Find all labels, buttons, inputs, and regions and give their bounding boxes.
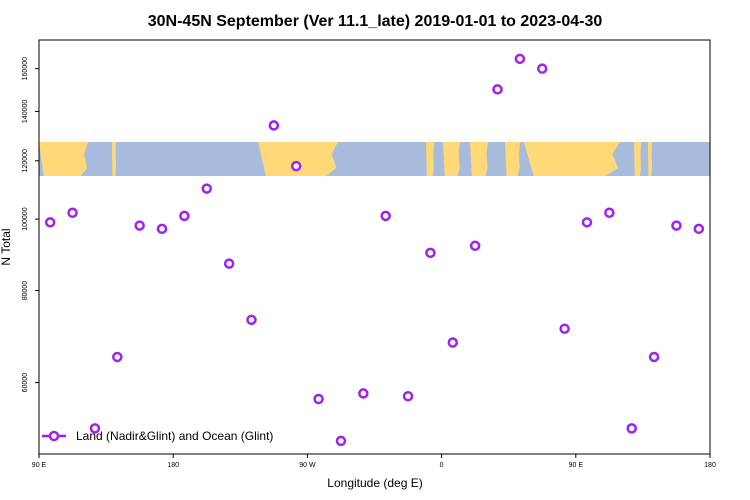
- plot-frame: [38, 39, 711, 455]
- y-tick-label-4: 140000: [22, 100, 29, 123]
- x-tick-label-0: 90 E: [32, 462, 47, 469]
- legend-marker: [48, 430, 60, 442]
- data-point: [112, 351, 123, 363]
- data-point: [648, 351, 660, 363]
- data-point: [492, 84, 503, 95]
- data-point: [402, 390, 414, 402]
- map-land-7: [524, 142, 620, 176]
- map-land-8: [634, 142, 641, 176]
- data-point: [313, 393, 324, 405]
- data-point: [671, 220, 682, 231]
- data-point: [223, 258, 235, 269]
- y-tick-label-0: 60000: [22, 373, 29, 393]
- x-tick-label-1: 180: [167, 462, 179, 469]
- data-points: [44, 53, 705, 447]
- world-map-band: [39, 142, 710, 176]
- y-tick-label-2: 100000: [22, 207, 29, 230]
- x-tick-label-4: 90 E: [569, 462, 584, 469]
- y-axis: 60000 80000 100000 120000 140000 160000: [22, 57, 39, 392]
- map-land-5: [470, 142, 488, 176]
- x-tick-label-5: 180: [704, 462, 716, 469]
- legend-label: Land (Nadir&Glint) and Ocean (Glint): [76, 429, 273, 443]
- map-land-0: [39, 142, 88, 176]
- data-point: [469, 240, 481, 252]
- map-land-6: [505, 142, 520, 176]
- data-point: [380, 210, 391, 222]
- map-land-2: [258, 142, 338, 176]
- data-point: [268, 120, 280, 131]
- data-point: [246, 314, 257, 326]
- data-point: [358, 388, 369, 399]
- y-axis-label: N Total: [0, 228, 13, 265]
- map-land-1: [112, 142, 116, 176]
- y-tick-label-5: 160000: [22, 57, 29, 80]
- data-point: [604, 207, 615, 219]
- data-point: [67, 207, 78, 219]
- data-point: [514, 53, 526, 65]
- y-tick-label-3: 120000: [22, 149, 29, 172]
- data-point: [447, 337, 459, 348]
- data-point: [134, 220, 145, 231]
- data-point: [626, 423, 637, 434]
- data-point: [335, 435, 347, 447]
- data-point: [201, 183, 212, 194]
- x-axis: 90 E 180 90 W 0 90 E 180: [32, 454, 716, 469]
- y-tick-label-1: 80000: [22, 281, 29, 301]
- data-point: [156, 223, 168, 235]
- data-point: [581, 217, 593, 228]
- data-point: [290, 160, 302, 172]
- x-tick-label-3: 0: [440, 462, 444, 469]
- chart-title: 30N-45N September (Ver 11.1_late) 2019-0…: [148, 13, 603, 30]
- data-point: [89, 423, 101, 434]
- x-axis-label: Longitude (deg E): [327, 476, 422, 490]
- data-point: [559, 323, 570, 334]
- data-point: [425, 247, 436, 259]
- data-point: [693, 223, 705, 235]
- map-land-4: [443, 142, 460, 176]
- data-point: [44, 217, 56, 228]
- map-land-9: [648, 142, 652, 176]
- data-point: [537, 63, 548, 74]
- legend: Land (Nadir&Glint) and Ocean (Glint): [42, 429, 273, 443]
- x-tick-label-2: 90 W: [299, 462, 316, 469]
- map-land-3: [426, 142, 434, 176]
- data-point: [179, 210, 190, 222]
